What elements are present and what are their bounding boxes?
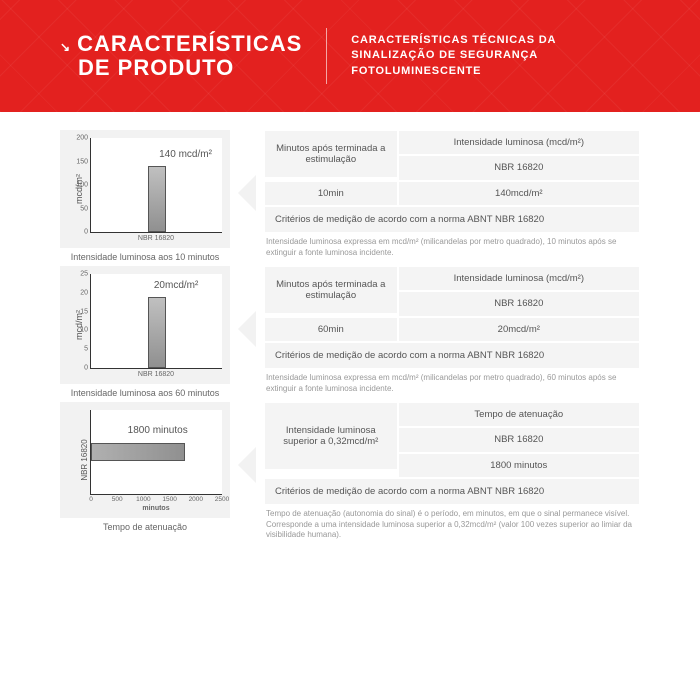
header-banner: ↘ CARACTERÍSTICAS DE PRODUTO CARACTERÍSTI… bbox=[0, 0, 700, 112]
xaxis-label: minutos bbox=[90, 505, 222, 512]
th-left: Minutos após terminada a estimulação bbox=[265, 131, 397, 177]
triangle-icon bbox=[238, 175, 256, 211]
note: Tempo de atenuação (autonomia do sinal) … bbox=[264, 505, 640, 544]
table-block-2: Minutos após terminada a estimulação Int… bbox=[264, 266, 640, 398]
chart-1: mcd/m² 200150100500 140 mcd/m² NBR 16820 bbox=[60, 130, 230, 248]
table-block-3: Intensidade luminosa superior a 0,32mcd/… bbox=[264, 402, 640, 544]
chart-area: 2520151050 20mcd/m² bbox=[90, 274, 222, 369]
title-line2: DE PRODUTO bbox=[60, 56, 302, 80]
chart-caption: Intensidade luminosa aos 10 minutos bbox=[60, 252, 230, 262]
td-left: 10min bbox=[265, 182, 397, 205]
note: Intensidade luminosa expressa em mcd/m² … bbox=[264, 233, 640, 262]
th-right: Intensidade luminosa (mcd/m²) bbox=[399, 267, 639, 290]
td-right: 20mcd/m² bbox=[399, 318, 639, 341]
subtitle-l2: SINALIZAÇÃO DE SEGURANÇA bbox=[351, 48, 556, 63]
panel-row: mcd/m² 2520151050 20mcd/m² NBR 16820 Int… bbox=[60, 266, 640, 398]
chart-block-2: mcd/m² 2520151050 20mcd/m² NBR 16820 Int… bbox=[60, 266, 230, 398]
triangle-icon bbox=[238, 311, 256, 347]
arrow-icon: ↘ bbox=[60, 40, 71, 54]
chart-ylabel: mcd/m² bbox=[74, 174, 84, 204]
title-line1: CARACTERÍSTICAS bbox=[77, 31, 302, 56]
criteria: Critérios de medição de acordo com a nor… bbox=[265, 207, 639, 232]
th-left: Intensidade luminosa superior a 0,32mcd/… bbox=[265, 403, 397, 469]
th-right: Intensidade luminosa (mcd/m²) bbox=[399, 131, 639, 154]
chart-block-3: NBR 16820 1800 minutos 05001000150020002… bbox=[60, 402, 230, 532]
chart-bar-h bbox=[91, 443, 185, 461]
td-right: 1800 minutos bbox=[399, 454, 639, 477]
xaxis-category: NBR 16820 bbox=[90, 235, 222, 242]
chart-caption: Tempo de atenuação bbox=[60, 522, 230, 532]
chart-2: mcd/m² 2520151050 20mcd/m² NBR 16820 bbox=[60, 266, 230, 384]
title-block: ↘ CARACTERÍSTICAS DE PRODUTO bbox=[60, 32, 302, 80]
panel-row: NBR 16820 1800 minutos 05001000150020002… bbox=[60, 402, 640, 544]
xaxis-category: NBR 16820 bbox=[90, 371, 222, 378]
note: Intensidade luminosa expressa em mcd/m² … bbox=[264, 369, 640, 398]
bar-value-label: 140 mcd/m² bbox=[159, 149, 212, 160]
chart-3: NBR 16820 1800 minutos 05001000150020002… bbox=[60, 402, 230, 518]
table-block-1: Minutos após terminada a estimulação Int… bbox=[264, 130, 640, 262]
chart-area: 200150100500 140 mcd/m² bbox=[90, 138, 222, 233]
th-right: Tempo de atenuação bbox=[399, 403, 639, 426]
subtitle-l1: CARACTERÍSTICAS TÉCNICAS DA bbox=[351, 33, 556, 48]
subtitle-block: CARACTERÍSTICAS TÉCNICAS DA SINALIZAÇÃO … bbox=[351, 33, 556, 79]
criteria: Critérios de medição de acordo com a nor… bbox=[265, 343, 639, 368]
content: mcd/m² 200150100500 140 mcd/m² NBR 16820… bbox=[0, 112, 700, 562]
th-sub: NBR 16820 bbox=[399, 292, 639, 315]
chart-bar bbox=[148, 297, 166, 368]
th-sub: NBR 16820 bbox=[399, 428, 639, 451]
triangle-icon bbox=[238, 447, 256, 483]
chart-ylabel: NBR 16820 bbox=[80, 439, 89, 480]
chart-caption: Intensidade luminosa aos 60 minutos bbox=[60, 388, 230, 398]
th-sub: NBR 16820 bbox=[399, 156, 639, 179]
chart-bar bbox=[148, 166, 166, 232]
td-left: 60min bbox=[265, 318, 397, 341]
panel-row: mcd/m² 200150100500 140 mcd/m² NBR 16820… bbox=[60, 130, 640, 262]
bar-value-label: 1800 minutos bbox=[128, 425, 188, 436]
chart-block-1: mcd/m² 200150100500 140 mcd/m² NBR 16820… bbox=[60, 130, 230, 262]
bar-value-label: 20mcd/m² bbox=[154, 280, 198, 291]
td-right: 140mcd/m² bbox=[399, 182, 639, 205]
divider bbox=[326, 28, 327, 84]
th-left: Minutos após terminada a estimulação bbox=[265, 267, 397, 313]
chart-area: 1800 minutos 05001000150020002500 bbox=[90, 410, 222, 495]
criteria: Critérios de medição de acordo com a nor… bbox=[265, 479, 639, 504]
subtitle-l3: FOTOLUMINESCENTE bbox=[351, 64, 556, 79]
